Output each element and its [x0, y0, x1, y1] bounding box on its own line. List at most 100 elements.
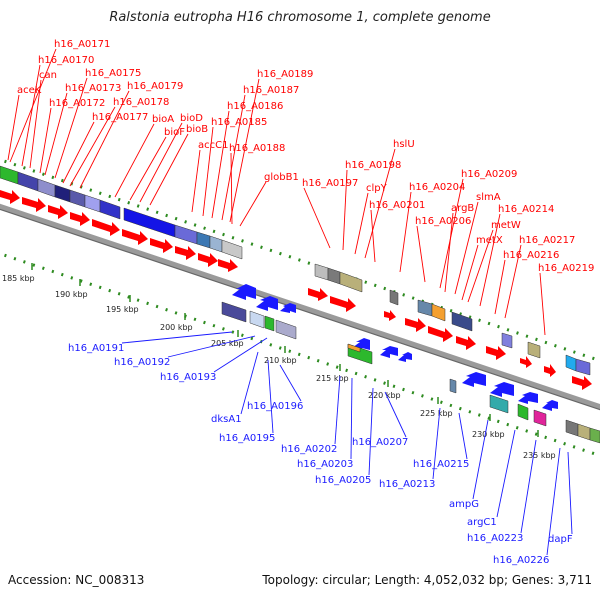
gene-label[interactable]: h16_A0175	[85, 68, 141, 79]
gene-leader-line	[334, 375, 341, 445]
gene-leader-line	[44, 92, 68, 176]
gene-label[interactable]: argC1	[467, 517, 497, 528]
gene-label[interactable]: clpY	[366, 183, 388, 194]
gene-leader-line	[129, 136, 167, 201]
gene-label[interactable]: h16_A0205	[315, 475, 371, 486]
gene-leader-line	[342, 169, 348, 251]
gene-label[interactable]: h16_A0171	[54, 39, 110, 50]
gene-label[interactable]: h16_A0185	[211, 117, 267, 128]
gene-leader-line	[496, 429, 516, 518]
gene-leader-line	[368, 387, 374, 476]
gene-label[interactable]: h16_A0219	[538, 263, 594, 274]
gene-leader-line	[472, 419, 489, 500]
gene-label[interactable]: ampG	[449, 499, 479, 510]
gene-label[interactable]: h16_A0202	[281, 444, 337, 455]
tick-label: 225 kbp	[420, 409, 453, 418]
gene-label[interactable]: dapF	[548, 534, 573, 545]
gene-label[interactable]: h16_A0223	[467, 533, 523, 544]
gene-label[interactable]: h16_A0188	[229, 143, 285, 154]
gene-label[interactable]: h16_A0173	[65, 83, 121, 94]
gene-label[interactable]: h16_A0216	[503, 250, 559, 261]
gene-label[interactable]: h16_A0214	[498, 204, 554, 215]
gene-leader-line	[213, 337, 268, 373]
gene-leader-line	[439, 178, 464, 289]
reverse-tick-marks	[31, 263, 539, 437]
gene-label[interactable]: accC1	[198, 140, 228, 151]
gene-label[interactable]: bioA	[152, 114, 174, 125]
gene-label[interactable]: can	[39, 70, 57, 81]
tick-label: 195 kbp	[106, 305, 139, 314]
gene-leader-line	[139, 122, 183, 203]
accession-text: Accession: NC_008313	[8, 573, 145, 587]
gene-label[interactable]: h16_A0203	[297, 459, 353, 470]
gene-leader-line	[479, 213, 501, 307]
gene-leader-line	[79, 90, 130, 189]
gene-label[interactable]: bioB	[186, 124, 208, 135]
gene-leader-line	[458, 412, 468, 460]
tick-label: 185 kbp	[2, 274, 35, 283]
gene-label[interactable]: globB1	[264, 172, 299, 183]
gene-label[interactable]: bioD	[180, 113, 203, 124]
gene-label[interactable]: h16_A0209	[461, 169, 517, 180]
gene-label[interactable]: hslU	[393, 139, 415, 150]
gene-leader-line	[354, 192, 369, 255]
gene-label[interactable]: h16_A0206	[415, 216, 471, 227]
gene-label[interactable]: h16_A0179	[127, 81, 183, 92]
gene-leader-line	[444, 212, 454, 293]
gene-label[interactable]: h16_A0213	[379, 479, 435, 490]
gene-leader-line	[350, 377, 353, 460]
gene-label[interactable]: h16_A0195	[219, 433, 275, 444]
gene-label[interactable]: h16_A0187	[243, 85, 299, 96]
gene-leader-line	[539, 272, 546, 336]
tick-label: 230 kbp	[472, 430, 505, 439]
map-title: Ralstonia eutropha H16 chromosome 1, com…	[109, 10, 491, 25]
gene-leader-line	[370, 209, 376, 263]
tick-label: 205 kbp	[211, 339, 244, 348]
reverse-dotted-track	[0, 252, 600, 458]
gene-leader-line	[239, 181, 267, 227]
gene-leader-line	[384, 391, 407, 438]
gene-label[interactable]: h16_A0177	[92, 112, 148, 123]
gene-label[interactable]: h16_A0191	[68, 343, 124, 354]
gene-label[interactable]: h16_A0207	[352, 437, 408, 448]
gene-label[interactable]: h16_A0186	[227, 101, 283, 112]
gene-leader-line	[364, 148, 396, 259]
gene-label[interactable]: argB	[451, 203, 474, 214]
gene-leader-line	[520, 439, 537, 534]
gene-label[interactable]: h16_A0217	[519, 235, 575, 246]
gene-label[interactable]: dksA1	[211, 414, 242, 425]
gene-leader-line	[279, 364, 302, 402]
gene-label[interactable]: slmA	[476, 192, 501, 203]
gene-leader-line	[303, 187, 331, 249]
gene-label[interactable]: h16_A0204	[409, 182, 465, 193]
gene-label[interactable]: h16_A0201	[369, 200, 425, 211]
gene-label[interactable]: h16_A0192	[114, 357, 170, 368]
gene-label[interactable]: h16_A0170	[38, 55, 94, 66]
gene-label[interactable]: bioF	[164, 127, 185, 138]
gene-label[interactable]: h16_A0197	[302, 178, 358, 189]
gene-label[interactable]: metW	[491, 220, 521, 231]
reverse-gene-blocks	[221, 301, 600, 444]
gene-leader-line	[461, 244, 479, 301]
gene-leader-line	[202, 126, 214, 217]
gene-label[interactable]: h16_A0189	[257, 69, 313, 80]
gene-label[interactable]: h16_A0198	[345, 160, 401, 171]
gene-leader-line	[467, 229, 494, 303]
gene-label[interactable]: aceK	[17, 85, 42, 96]
gene-label[interactable]: h16_A0226	[493, 555, 549, 566]
gene-label[interactable]: h16_A0178	[113, 97, 169, 108]
tick-label: 235 kbp	[523, 451, 556, 460]
gene-leader-line	[221, 94, 246, 221]
gene-label[interactable]: h16_A0215	[413, 459, 469, 470]
forward-gene-blocks	[0, 165, 591, 376]
gene-leader-line	[211, 110, 230, 219]
gene-label[interactable]: h16_A0196	[247, 401, 303, 412]
tick-label: 200 kbp	[160, 323, 193, 332]
gene-leader-line	[167, 335, 256, 358]
gene-leader-line	[62, 121, 95, 184]
gene-label[interactable]: metX	[476, 235, 503, 246]
tick-labels: 185 kbp 190 kbp 195 kbp 200 kbp 205 kbp …	[2, 274, 556, 460]
gene-label[interactable]: h16_A0193	[160, 372, 216, 383]
gene-label[interactable]: h16_A0172	[49, 98, 105, 109]
